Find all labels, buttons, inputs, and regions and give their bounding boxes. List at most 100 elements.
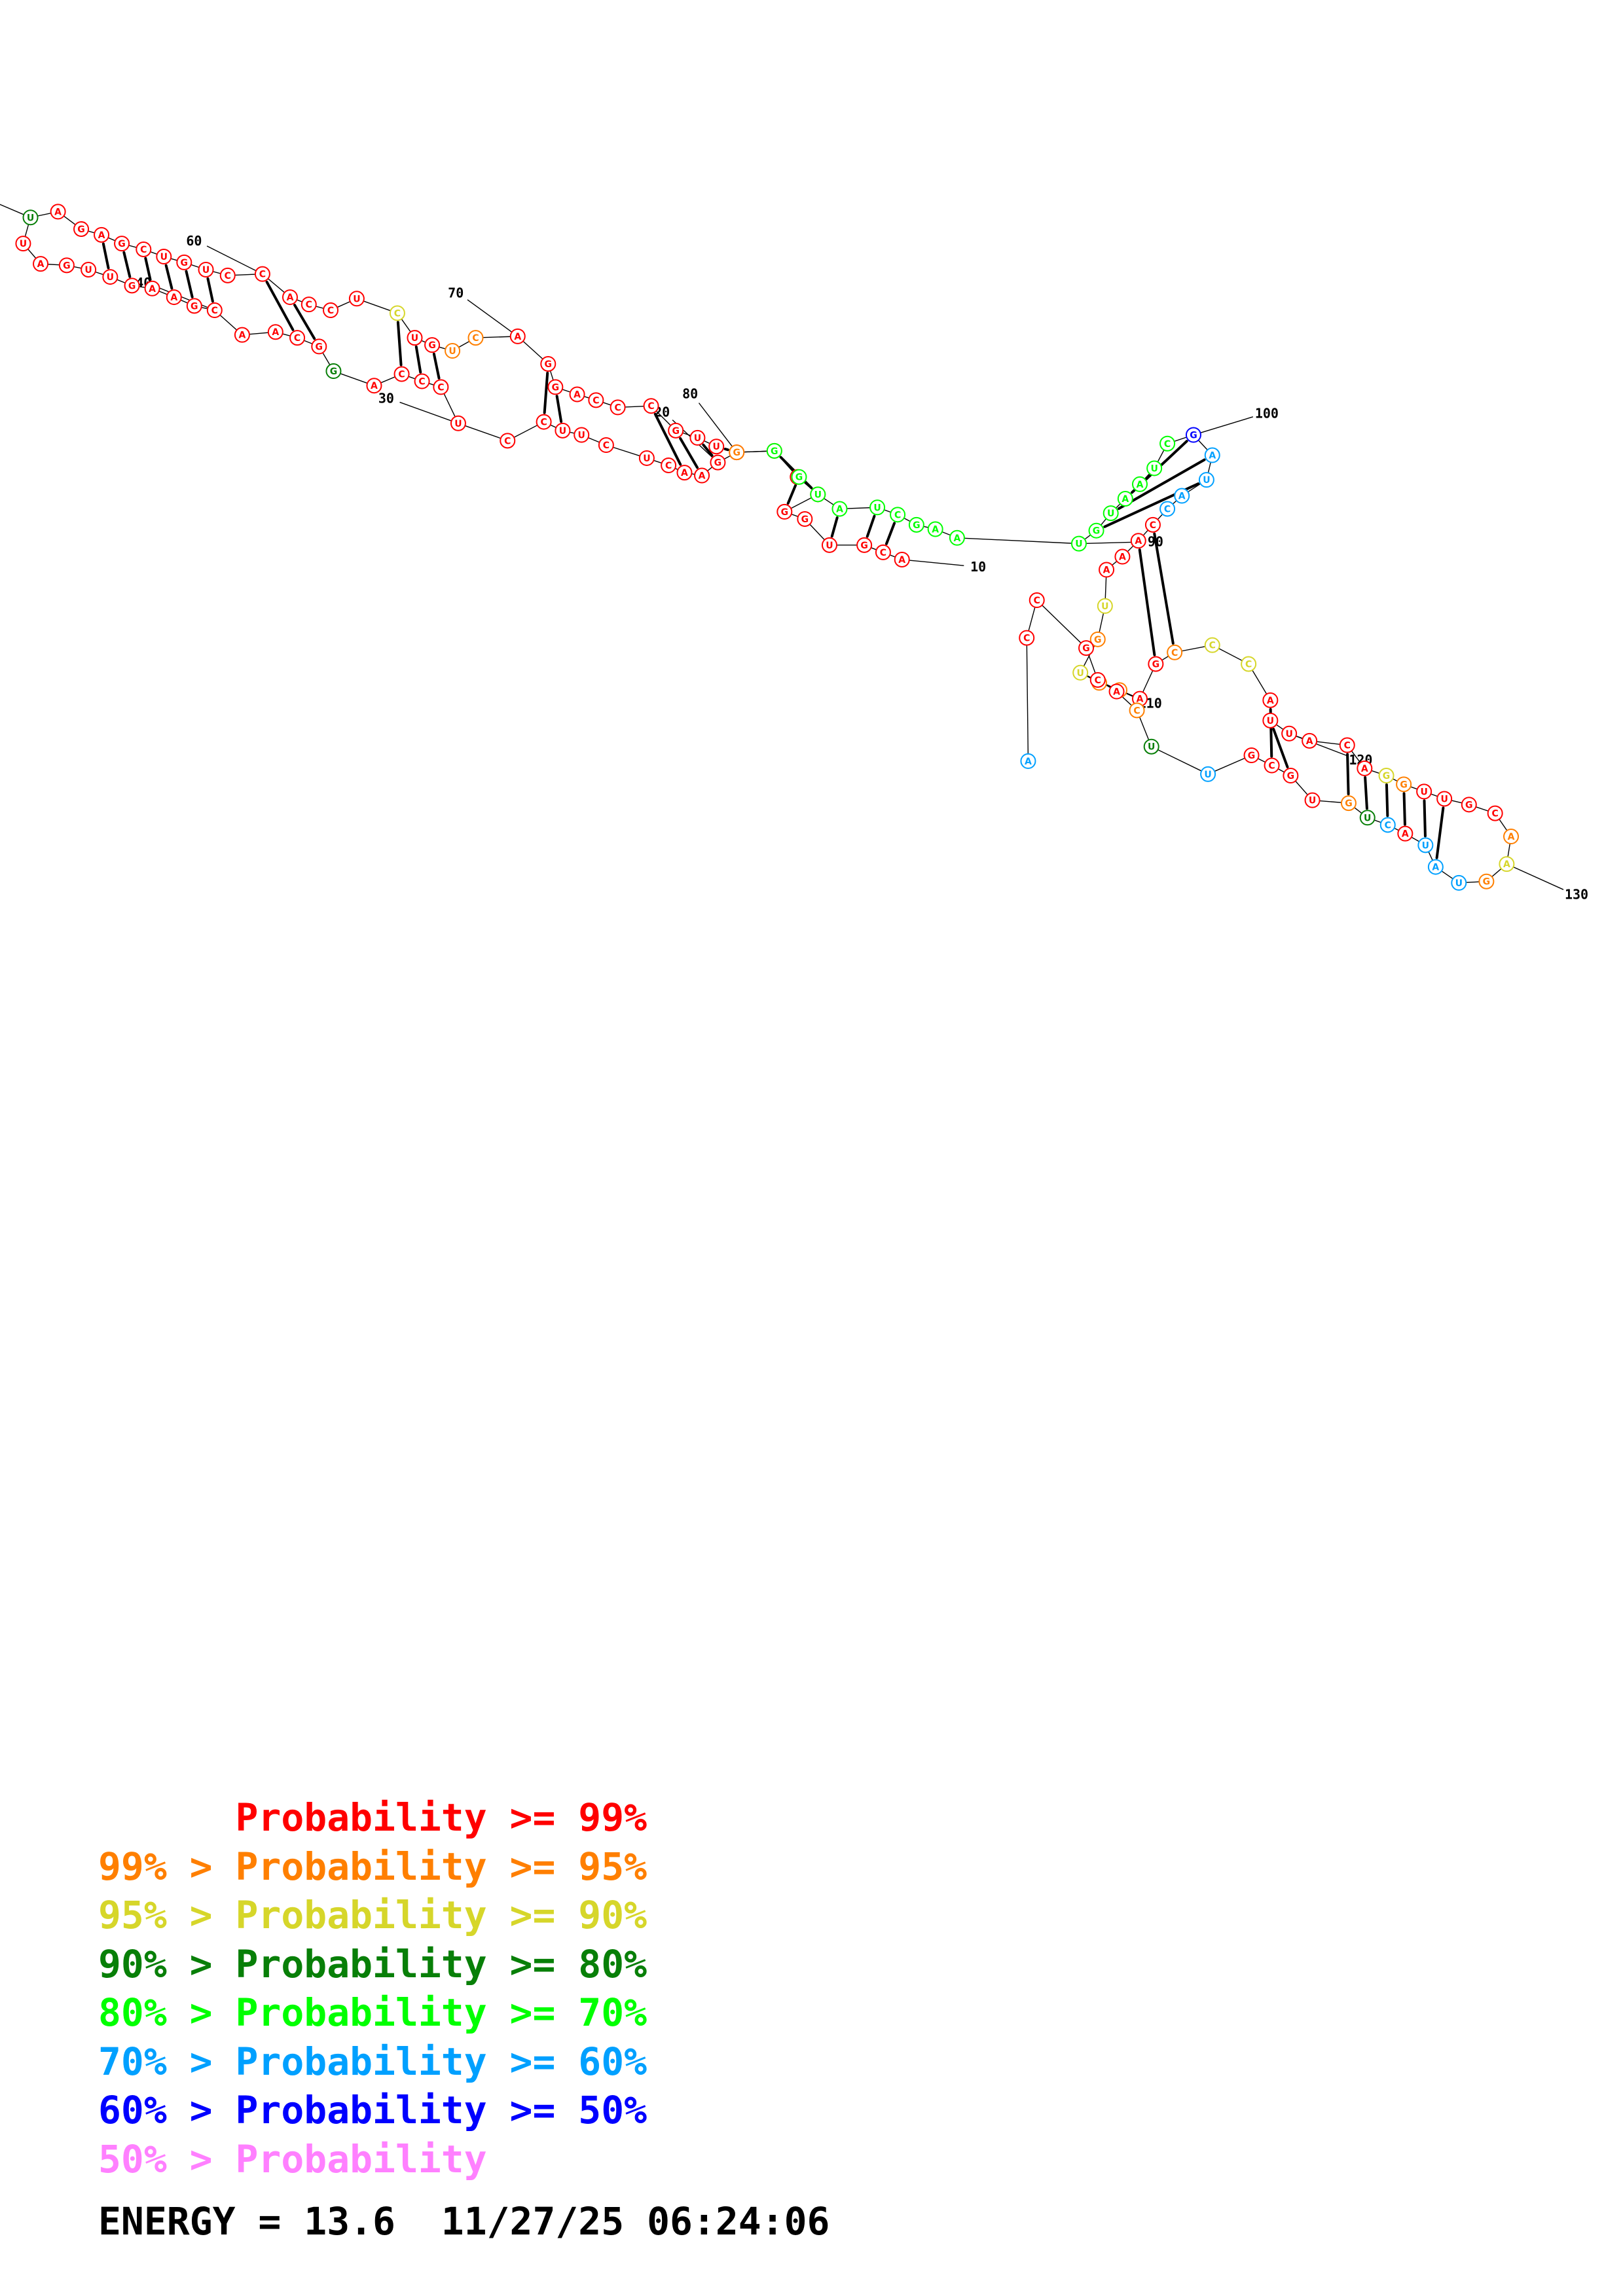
position-label: 130 [1565,887,1588,903]
nucleotide-circle [1103,505,1119,522]
nucleotide: G [1185,427,1201,443]
nucleotide-letter: G [1248,751,1256,761]
nucleotide-letter: G [781,507,789,518]
base-pair-line [144,257,152,281]
base-pair-line [1364,776,1368,810]
base-pair-line [679,437,699,469]
nucleotide-letter: A [681,468,688,478]
nucleotide-circle [282,289,298,306]
legend-row: 95% > Probability >= 90% [98,1891,647,1940]
nucleotide: C [1167,644,1183,660]
nucleotide: A [949,529,965,546]
nucleotide-letter: U [454,419,462,429]
nucleotide-letter: C [259,270,266,280]
nucleotide: G [186,298,202,314]
nucleotide-circle [689,429,706,446]
nucleotide-circle [467,330,484,346]
legend-label: Probability >= 80% [235,1941,647,1986]
nucleotide-circle [831,501,848,517]
nucleotide: C [1144,516,1161,533]
nucleotide: A [50,204,66,220]
number-tick [467,299,513,332]
nucleotide-letter: A [1432,863,1439,873]
nucleotide: A [166,289,182,306]
base-pair-line [884,522,896,545]
nucleotide: A [366,378,382,394]
nucleotide: C [1339,737,1355,753]
base-pair-line [543,371,549,414]
legend-label: Probability >= 90% [235,1893,647,1937]
nucleotide-circle [547,379,564,395]
nucleotide-letter: U [411,333,418,344]
nucleotide: G [1283,768,1299,784]
nucleotide-circle [661,457,677,474]
nucleotide: G [1243,747,1260,764]
number-tick [909,560,964,566]
nucleotide-letter: G [1345,798,1353,809]
nucleotide: U [1070,535,1087,552]
nucleotide: G [1461,797,1477,813]
nucleotide-circle [574,427,590,443]
nucleotide-circle [1200,766,1216,782]
position-label: 90 [1148,534,1163,550]
nucleotide: G [668,422,684,439]
nucleotide-circle [1019,630,1035,646]
nucleotide: U [821,537,837,553]
nucleotide-letter: A [170,293,177,303]
nucleotide-circle [1089,672,1106,688]
nucleotide: C [136,241,152,257]
nucleotide-letter: C [327,306,334,316]
nucleotide-letter: U [1422,840,1429,851]
base-pair-line [164,264,173,290]
nucleotide: A [1397,825,1413,842]
nucleotide: A [1108,683,1125,700]
nucleotide-circle [676,465,693,481]
legend-prefix: 95% > [98,1893,236,1937]
nucleotide-letter: U [160,252,168,262]
nucleotide-circle [1503,829,1520,845]
nucleotide: C [610,399,626,416]
nucleotide-circle [176,254,192,270]
nucleotide: U [198,261,214,278]
nucleotide-letter: A [1508,832,1515,842]
nucleotide: U [156,249,172,265]
nucleotide: U [869,499,886,516]
nucleotide: A [1114,548,1131,565]
nucleotide-letter: U [873,503,881,513]
nucleotide-circle [1397,825,1413,842]
nucleotide-circle [73,221,90,237]
nucleotide-letter: G [1483,877,1491,888]
nucleotide: C [500,433,516,449]
legend-row: Probability >= 99% [98,1793,647,1842]
nucleotide-letter: A [514,332,521,342]
base-pair-line [432,352,441,380]
nucleotide-circle [1114,548,1131,565]
base-pair-line [723,448,729,452]
nucleotide-letter: U [1309,796,1316,806]
nucleotide-letter: G [63,260,71,271]
nucleotide: C [1241,656,1257,672]
nucleotide-letter: C [1245,659,1252,670]
nucleotide: G [1340,795,1357,812]
nucleotide: C [323,302,339,319]
nucleotide: C [393,366,410,382]
nucleotide-letter: G [1190,431,1197,441]
nucleotide-circle [445,343,461,359]
nucleotide-circle [643,398,659,414]
nucleotide: A [1503,829,1520,845]
nucleotide-circle [890,507,906,523]
legend-row: 70% > Probability >= 60% [98,2037,647,2087]
nucleotide-circle [1204,637,1220,653]
nucleotide-circle [1499,856,1515,872]
nucleotide: A [1302,732,1318,749]
nucleotide-circle [58,257,75,274]
legend-label: Probability >= 99% [235,1795,647,1840]
nucleotide-letter: U [202,265,210,276]
nucleotide: U [81,261,97,278]
base-pair-line [1346,753,1350,796]
nucleotide-letter: C [211,306,218,316]
nucleotide-circle [1339,737,1355,753]
nucleotide: A [1427,859,1444,875]
nucleotide: G [710,454,726,471]
nucleotide: C [389,305,405,321]
